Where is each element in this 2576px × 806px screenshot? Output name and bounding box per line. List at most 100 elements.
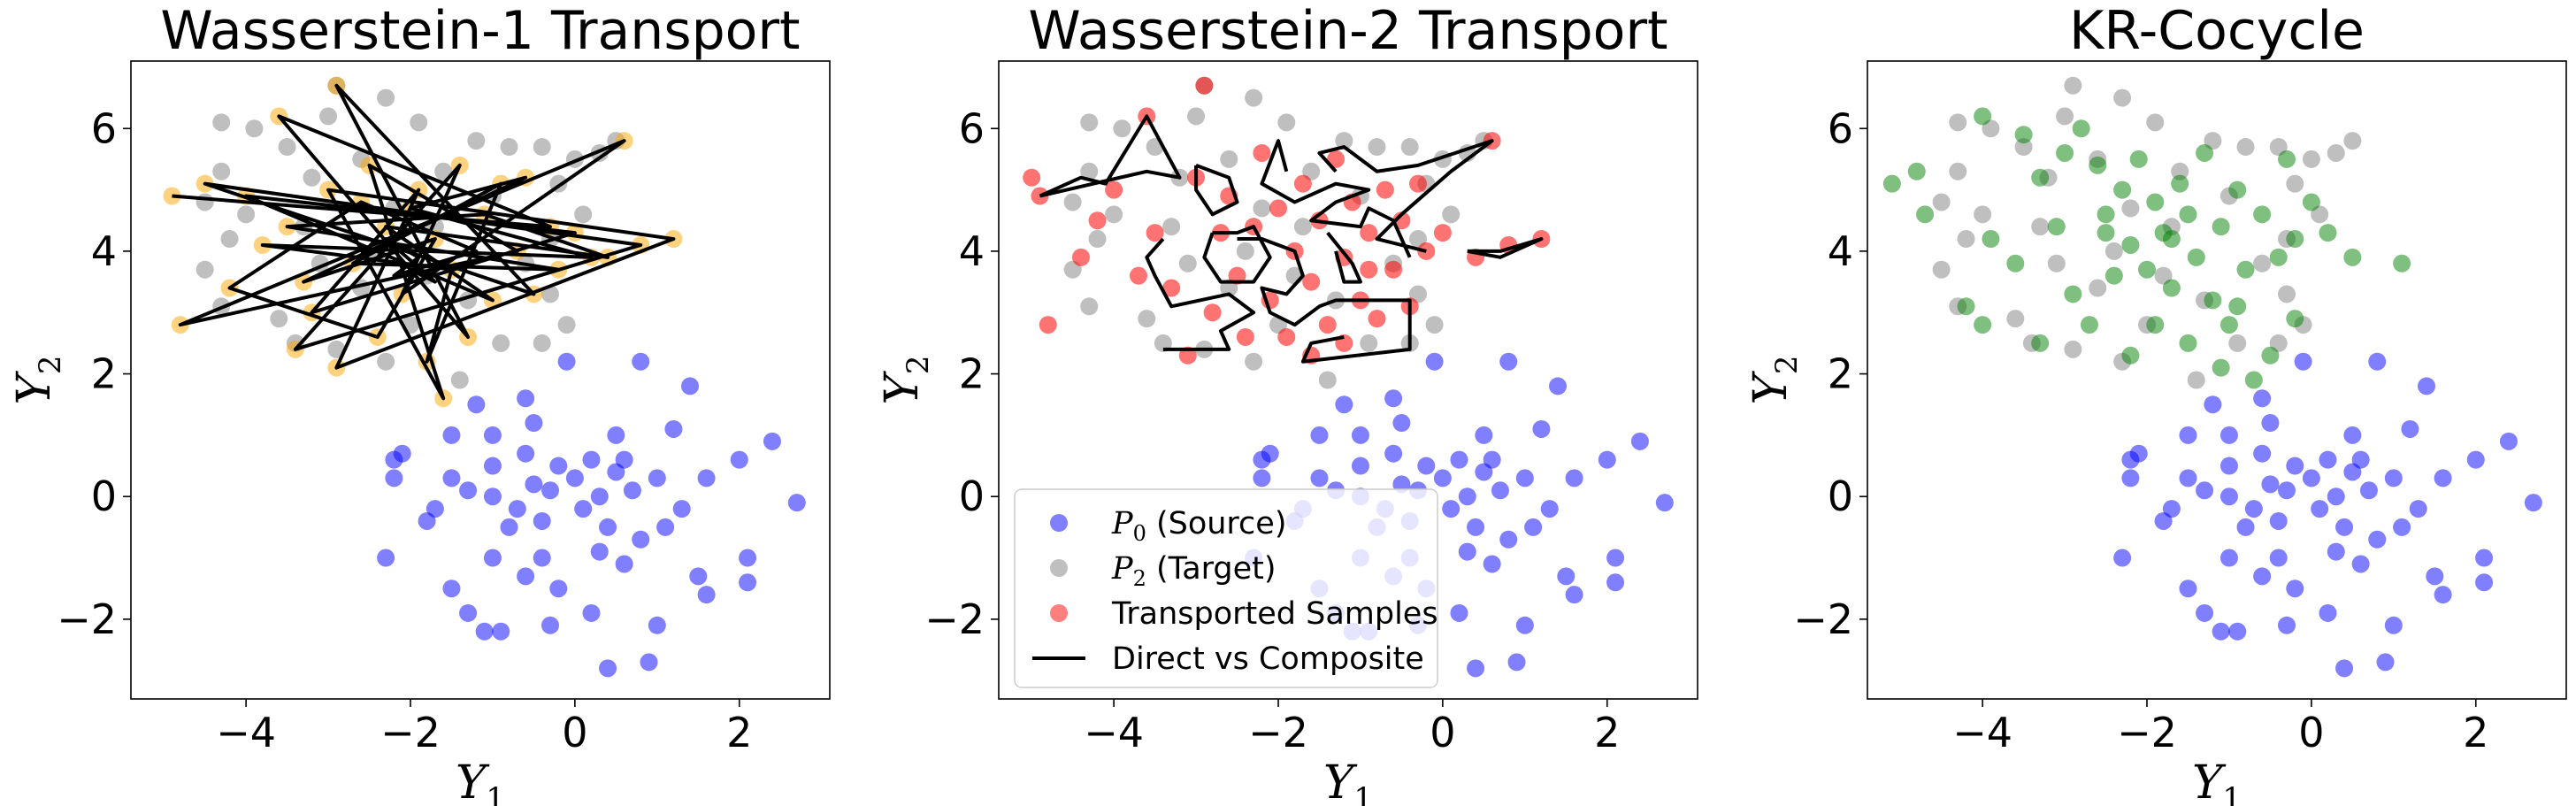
- target-point: [1245, 352, 1263, 371]
- y-tick-label: 6: [91, 104, 117, 152]
- y-axis-label-subscript: 2: [1769, 356, 1805, 375]
- source-point: [2327, 487, 2345, 506]
- target-point: [1245, 88, 1263, 107]
- source-point: [632, 352, 650, 371]
- target-point: [1080, 162, 1099, 180]
- source-point: [475, 622, 494, 641]
- source-point: [2278, 616, 2296, 634]
- transported-point: [2286, 230, 2304, 249]
- source-point: [1565, 469, 1583, 487]
- source-point: [582, 450, 601, 469]
- transport-line: [1194, 163, 1239, 217]
- target-point: [1080, 113, 1099, 132]
- target-point: [450, 371, 469, 389]
- source-point: [1524, 518, 1543, 536]
- target-point: [1088, 230, 1107, 249]
- transported-point: [1360, 224, 1378, 242]
- source-point: [483, 487, 502, 506]
- source-point: [1507, 653, 1526, 672]
- source-point: [2154, 511, 2173, 530]
- y-axis-label-main: Y: [8, 370, 61, 404]
- source-point: [1450, 450, 1468, 469]
- source-point: [2434, 586, 2452, 604]
- source-point: [1483, 450, 1501, 469]
- target-point: [2302, 150, 2320, 168]
- x-tick-label: 0: [2298, 709, 2324, 756]
- target-point: [2031, 218, 2050, 236]
- source-point: [1557, 567, 1576, 586]
- transported-point: [1327, 150, 1346, 168]
- source-point: [739, 573, 757, 592]
- transported-point: [2261, 346, 2280, 365]
- axes-frame: [1867, 60, 2567, 700]
- source-point: [2253, 389, 2272, 408]
- target-point: [245, 119, 264, 138]
- source-point: [590, 542, 609, 561]
- transported-point: [1105, 180, 1123, 199]
- target-point: [1253, 199, 1271, 218]
- x-axis-label-subscript: 1: [2222, 781, 2242, 806]
- source-point: [599, 518, 617, 536]
- target-point: [1425, 316, 1444, 334]
- transport-line: [1145, 237, 1256, 351]
- source-point: [2179, 469, 2197, 487]
- target-point: [557, 316, 576, 334]
- target-point: [1138, 310, 1156, 328]
- source-point: [2244, 500, 2263, 518]
- transported-point: [2056, 143, 2074, 162]
- source-point: [549, 457, 568, 475]
- source-point: [2179, 580, 2197, 598]
- source-point: [2368, 530, 2387, 549]
- transport-line: [1317, 139, 1494, 253]
- source-point: [2286, 457, 2304, 475]
- target-point: [196, 260, 214, 279]
- transported-point: [2031, 168, 2050, 187]
- source-point: [615, 555, 633, 573]
- transported-point: [1162, 279, 1181, 297]
- transported-point: [2236, 260, 2255, 279]
- target-series: [1063, 76, 1493, 389]
- source-point: [492, 622, 510, 641]
- source-point: [1253, 469, 1271, 487]
- transported-point: [2253, 205, 2272, 224]
- y-tick-label: 0: [959, 472, 985, 520]
- source-point: [1384, 444, 1403, 463]
- plot-area: [1882, 76, 2542, 678]
- transported-point: [1195, 76, 1214, 95]
- source-point: [2475, 573, 2494, 592]
- source-point: [1475, 426, 1493, 444]
- source-point: [533, 511, 551, 530]
- legend-entry: P0 (Source): [1050, 506, 1287, 546]
- target-point: [1236, 242, 1254, 260]
- source-point: [582, 603, 601, 622]
- transported-point: [2212, 358, 2230, 377]
- y-tick-label: 0: [1828, 472, 1853, 520]
- source-point: [2236, 518, 2255, 536]
- legend-box: [1014, 488, 1438, 688]
- source-point: [2351, 555, 2370, 573]
- transported-point: [2162, 279, 2181, 297]
- x-tick-label: −4: [1084, 709, 1144, 756]
- source-point: [2269, 549, 2288, 567]
- source-point: [1532, 419, 1551, 438]
- y-tick-label: 2: [1828, 350, 1853, 398]
- target-point: [410, 113, 428, 132]
- source-point: [599, 659, 617, 678]
- x-tick-label: 0: [1430, 709, 1455, 756]
- source-point: [385, 450, 403, 469]
- target-point: [2146, 113, 2165, 132]
- transported-point: [2006, 254, 2025, 273]
- source-point: [1515, 469, 1534, 487]
- y-tick-label: −2: [1793, 595, 1853, 643]
- x-axis-label: Y1: [456, 756, 505, 806]
- source-point: [1606, 549, 1625, 567]
- source-point: [2311, 500, 2329, 518]
- y-axis-label: Y2: [1744, 356, 1805, 405]
- source-point: [1606, 573, 1625, 592]
- source-point: [1598, 450, 1616, 469]
- source-point: [483, 426, 502, 444]
- source-point: [1491, 481, 1509, 500]
- transported-point: [2031, 334, 2050, 352]
